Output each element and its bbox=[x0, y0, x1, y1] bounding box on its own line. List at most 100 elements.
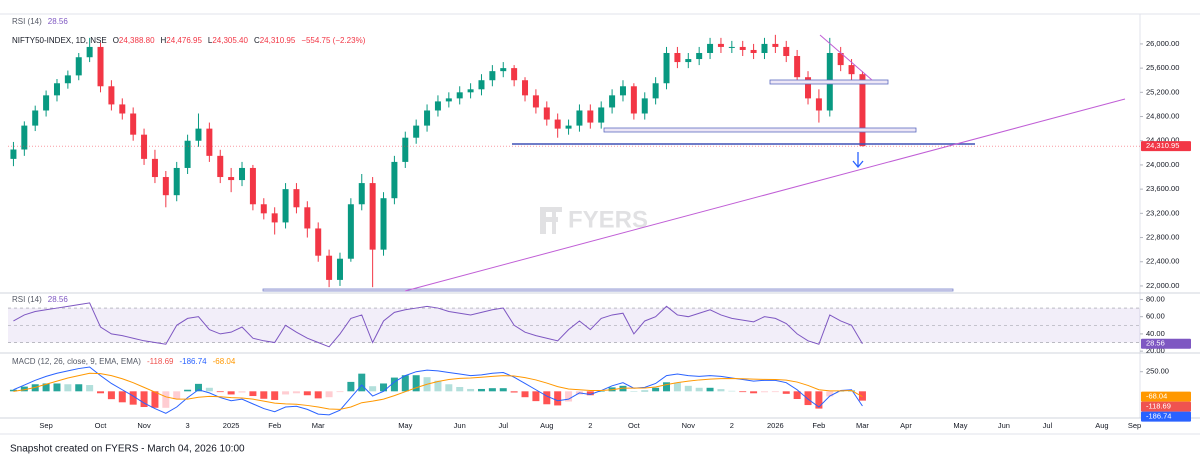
price-tag bbox=[1141, 141, 1191, 152]
candle-body bbox=[249, 167, 256, 205]
macd-histogram-bar bbox=[739, 391, 747, 393]
macd-histogram-bar bbox=[499, 388, 507, 392]
candle-body bbox=[750, 49, 757, 53]
candle-body bbox=[206, 128, 213, 156]
rsi-value: 28.56 bbox=[48, 295, 69, 304]
macd-histogram-bar bbox=[554, 391, 562, 406]
quote-value: 24,305.40 bbox=[212, 36, 248, 45]
candle-body bbox=[815, 98, 822, 111]
macd-histogram-bar bbox=[401, 375, 409, 392]
macd-histogram-bar bbox=[118, 391, 126, 403]
macd-histogram-bar bbox=[162, 391, 170, 408]
candle-body bbox=[315, 228, 322, 256]
y-tick-label: 26,000.00 bbox=[1146, 39, 1179, 48]
y-tick-label: 24,400.00 bbox=[1146, 136, 1179, 145]
candle-body bbox=[630, 86, 637, 114]
macd-histogram-bar bbox=[260, 391, 268, 399]
macd-histogram-bar bbox=[194, 383, 202, 392]
y-tick-label: 20.00 bbox=[1146, 346, 1165, 355]
candle-body bbox=[162, 177, 169, 196]
macd-histogram-bar bbox=[630, 391, 638, 392]
macd-histogram-bar bbox=[434, 380, 442, 392]
candle-body bbox=[696, 52, 703, 60]
candle-body bbox=[794, 56, 801, 78]
x-tick-label: Mar bbox=[856, 421, 869, 430]
candle-body bbox=[587, 110, 594, 123]
macd-histogram-bar bbox=[390, 377, 398, 392]
macd-histogram-bar bbox=[706, 387, 714, 392]
macd-histogram-bar bbox=[282, 391, 290, 395]
candle-body bbox=[565, 125, 572, 129]
macd-histogram-bar bbox=[652, 387, 660, 392]
macd-histogram-bar bbox=[75, 384, 83, 392]
macd-histogram-bar bbox=[238, 391, 246, 393]
x-tick-label: Nov bbox=[682, 421, 696, 430]
macd-histogram-bar bbox=[532, 391, 540, 402]
macd-histogram-bar bbox=[750, 391, 758, 394]
macd-histogram-bar bbox=[782, 391, 790, 394]
macd-histogram-bar bbox=[684, 385, 692, 392]
macd-histogram-bar bbox=[826, 391, 834, 397]
macd-histogram-bar bbox=[728, 390, 736, 392]
top-legend: RSI (14) 28.56 bbox=[12, 17, 68, 26]
macd-histogram-bar bbox=[467, 388, 475, 392]
candle-body bbox=[739, 46, 746, 50]
indicator-line bbox=[13, 366, 863, 416]
candle-body bbox=[717, 43, 724, 47]
candle-body bbox=[282, 189, 289, 223]
y-tick-label: 60.00 bbox=[1146, 312, 1165, 321]
candle-body bbox=[271, 213, 278, 223]
macd-histogram-bar bbox=[336, 391, 344, 393]
candle-body bbox=[43, 95, 50, 111]
macd-histogram-bar bbox=[597, 391, 605, 392]
candle-body bbox=[217, 155, 224, 178]
macd-title: MACD (12, 26, close, 9, EMA, EMA) bbox=[12, 357, 141, 366]
rsi-title: RSI (14) bbox=[12, 295, 42, 304]
candle-body bbox=[859, 74, 866, 147]
macd-histogram-bar bbox=[477, 388, 485, 392]
candle-body bbox=[239, 167, 246, 181]
macd-legend: MACD (12, 26, close, 9, EMA, EMA) -118.69… bbox=[12, 357, 236, 366]
macd-histogram-bar bbox=[663, 382, 671, 392]
x-tick-label: 2 bbox=[730, 421, 734, 430]
candle-body bbox=[707, 43, 714, 53]
x-tick-label: Feb bbox=[268, 421, 281, 430]
macd-histogram-bar bbox=[292, 391, 300, 394]
candle-body bbox=[32, 110, 39, 126]
trend-line bbox=[404, 98, 1126, 292]
candle-body bbox=[609, 95, 616, 108]
trend-line bbox=[819, 34, 873, 81]
candle-body bbox=[652, 83, 659, 99]
candle-body bbox=[663, 52, 670, 84]
candle-body bbox=[805, 77, 812, 99]
candle-body bbox=[304, 207, 311, 229]
candle-body bbox=[358, 183, 365, 205]
candle-body bbox=[119, 104, 126, 114]
macd-histogram-bar bbox=[64, 384, 72, 392]
x-tick-label: 2025 bbox=[223, 421, 240, 430]
y-tick-label: 24,000.00 bbox=[1146, 160, 1179, 169]
x-tick-label: 2026 bbox=[767, 421, 784, 430]
macd-histogram-bar bbox=[543, 391, 551, 405]
macd-histogram-bar bbox=[325, 391, 333, 398]
x-tick-label: 2 bbox=[588, 421, 592, 430]
candle-body bbox=[228, 177, 235, 181]
quote-change: −554.75 (−2.23%) bbox=[301, 36, 365, 45]
candle-body bbox=[130, 113, 137, 135]
x-tick-label: Sep bbox=[1128, 421, 1141, 430]
macd-histogram-bar bbox=[565, 391, 573, 402]
macd-histogram-bar bbox=[129, 391, 137, 405]
candle-body bbox=[173, 167, 180, 196]
candle-body bbox=[369, 183, 376, 250]
macd-histogram-bar bbox=[216, 391, 224, 393]
macd-histogram-bar bbox=[271, 391, 279, 400]
macd-histogram-bar bbox=[858, 391, 866, 401]
quote-name: C bbox=[254, 36, 260, 45]
candle-body bbox=[380, 198, 387, 250]
support-zone bbox=[603, 127, 917, 133]
macd-histogram-bar bbox=[641, 390, 649, 392]
candle-body bbox=[108, 86, 115, 105]
y-tick-label: 80.00 bbox=[1146, 294, 1165, 303]
